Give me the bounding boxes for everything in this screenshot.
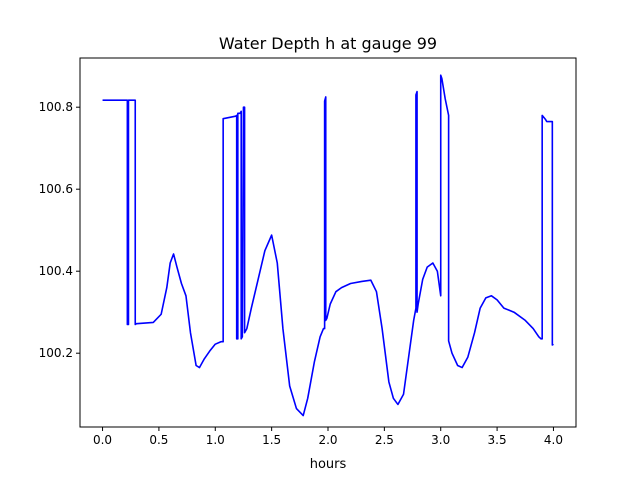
plot-area [80, 58, 576, 427]
chart-title: Water Depth h at gauge 99 [219, 34, 437, 53]
x-tick-label: 3.0 [431, 433, 450, 447]
x-tick-label: 2.0 [318, 433, 337, 447]
x-axis-ticks: 0.0 0.5 1.0 1.5 2.0 2.5 3.0 3.5 4.0 [93, 427, 563, 447]
y-tick-label: 100.6 [39, 182, 73, 196]
series-layer [102, 74, 554, 417]
x-axis-label: hours [310, 457, 347, 472]
x-tick-label: 3.5 [488, 433, 507, 447]
plot-frame [79, 57, 577, 428]
x-tick-label: 0.5 [149, 433, 168, 447]
x-tick-label: 0.0 [93, 433, 112, 447]
y-tick-label: 100.4 [39, 264, 73, 278]
x-tick-label: 4.0 [544, 433, 563, 447]
x-tick-label: 1.0 [206, 433, 225, 447]
y-tick-label: 100.2 [39, 346, 73, 360]
series-line-0 [102, 74, 554, 417]
y-tick-label: 100.8 [39, 100, 73, 114]
x-tick-label: 2.5 [375, 433, 394, 447]
x-tick-label: 1.5 [262, 433, 281, 447]
y-axis-ticks: 100.2 100.4 100.6 100.8 [39, 100, 80, 360]
